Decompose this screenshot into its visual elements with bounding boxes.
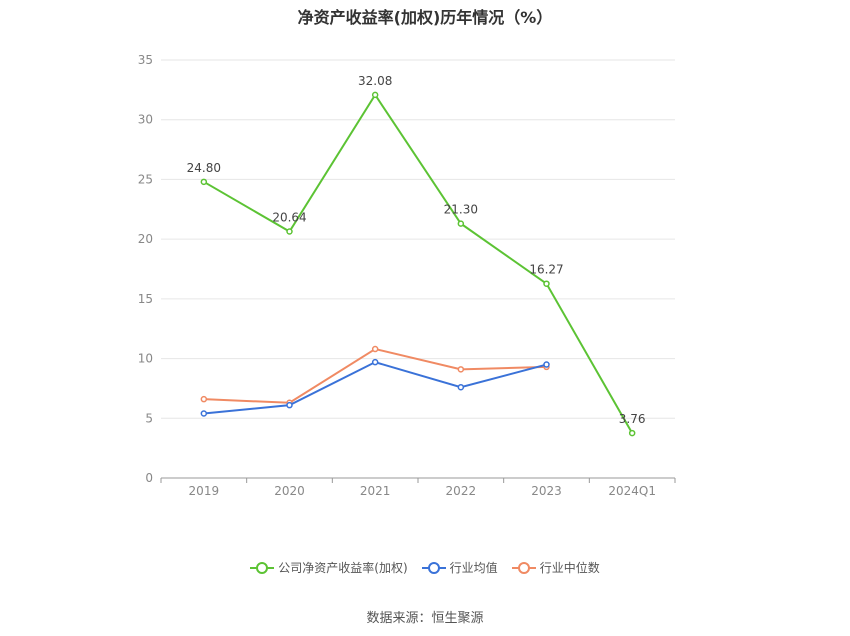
data-point <box>371 91 379 99</box>
data-point <box>371 358 379 366</box>
series-line <box>203 93 634 434</box>
legend-label: 行业均值 <box>449 561 498 575</box>
y-tick-label: 10 <box>138 352 153 366</box>
legend-swatch-icon <box>250 561 275 574</box>
legend-label: 公司净资产收益率(加权) <box>278 561 408 575</box>
data-label: 24.80 <box>187 161 221 175</box>
data-point <box>286 228 293 235</box>
y-tick-label: 15 <box>138 292 153 306</box>
data-point <box>543 361 550 368</box>
x-tick-label: 2023 <box>531 484 562 498</box>
data-point <box>200 410 208 417</box>
y-tick-label: 5 <box>145 411 153 425</box>
legend-swatch-icon <box>421 561 446 574</box>
data-point <box>628 429 636 437</box>
y-tick-label: 35 <box>138 53 153 67</box>
legend-item[interactable]: 行业中位数 <box>511 559 600 576</box>
y-tick-label: 0 <box>145 471 153 485</box>
series-group <box>200 91 636 437</box>
axes: 0 5 10 15 20 25 30 35 2019 2020 2021 2022 2023 2024Q1 <box>138 53 676 498</box>
data-labels: 24.80 20.64 32.08 21.30 16.27 3.76 <box>187 74 646 426</box>
data-point <box>200 178 208 186</box>
data-point <box>200 395 208 403</box>
legend-item[interactable]: 公司净资产收益率(加权) <box>250 559 408 576</box>
x-tick-label: 2024Q1 <box>608 484 656 498</box>
legend-swatch-icon <box>511 561 536 574</box>
data-label: 3.76 <box>619 412 646 426</box>
data-point <box>286 401 293 409</box>
legend-item[interactable]: 行业均值 <box>421 559 498 576</box>
x-tick-label: 2020 <box>274 484 305 498</box>
data-label: 16.27 <box>529 263 563 277</box>
source-note: 数据来源：恒生聚源 <box>366 611 484 626</box>
data-point <box>457 220 465 227</box>
series-line <box>203 347 547 404</box>
data-point <box>457 366 465 373</box>
grid-lines <box>161 59 675 419</box>
x-tick-label: 2021 <box>360 484 391 498</box>
data-point <box>371 345 379 353</box>
y-tick-label: 25 <box>138 172 153 186</box>
chart-title: 净资产收益率(加权)历年情况（%） <box>297 8 553 27</box>
x-tick-label: 2022 <box>446 484 477 498</box>
y-tick-label: 20 <box>138 232 153 246</box>
legend-label: 行业中位数 <box>539 561 600 575</box>
data-label: 32.08 <box>358 74 392 88</box>
series-line <box>203 361 547 415</box>
data-point <box>457 383 465 391</box>
line-chart: 0 5 10 15 20 25 30 35 2019 2020 2021 2022 2023 2024Q1… <box>138 53 676 498</box>
legend: 公司净资产收益率(加权) 行业均值 行业中位数 <box>0 559 850 576</box>
data-label: 21.30 <box>444 203 478 217</box>
data-point <box>543 280 550 287</box>
data-label: 20.64 <box>272 210 306 224</box>
x-tick-label: 2019 <box>189 484 220 498</box>
y-tick-label: 30 <box>138 113 153 127</box>
